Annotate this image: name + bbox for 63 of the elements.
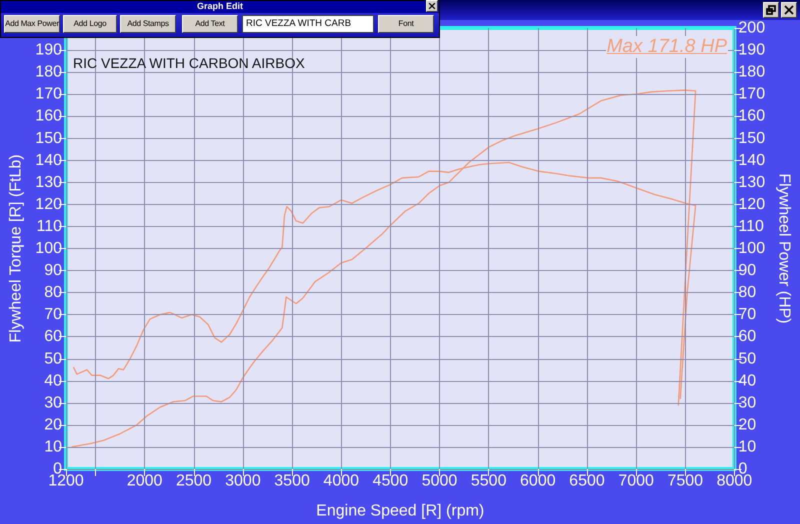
text-field: RIC VEZZA WITH CARB [242, 15, 374, 33]
x-tick-label: 6500 [569, 472, 605, 490]
y-tick-label: 130 [35, 174, 62, 191]
y-tick-label: 10 [44, 438, 62, 456]
x-tick-label: 2500 [176, 472, 212, 490]
y-tick-label: 100 [35, 240, 62, 257]
annotation: Max 171.8 HP [606, 36, 728, 58]
x-tick-label: 4500 [372, 472, 408, 490]
y2-tick-label: 60 [738, 328, 756, 346]
y-tick-label: 110 [36, 218, 62, 235]
y-tick-label: 30 [44, 394, 62, 412]
y2-tick-label: 190 [738, 42, 766, 59]
x-tick-label: 3500 [274, 472, 310, 490]
text: Graph Edit [196, 0, 244, 13]
y2-tick-label: 50 [738, 350, 756, 368]
y2-tick-label: 80 [738, 284, 756, 302]
y-tick-label: 180 [35, 64, 62, 81]
x-tick-label: 5500 [470, 472, 507, 490]
y2-tick-label: 70 [738, 306, 756, 324]
y-tick-label: 50 [44, 350, 62, 368]
y-axis-title: Flywheel Torque [R] (FtLb) [8, 154, 24, 343]
y-tick-label: 80 [44, 284, 62, 302]
y2-tick-label: 200 [738, 20, 766, 36]
text: RIC VEZZA WITH CARBON AIRBOX [73, 55, 306, 71]
x-axis-title: Engine Speed [R] (rpm) [316, 502, 484, 520]
button: Add Stamps [120, 15, 176, 33]
x-tick-label: 6000 [520, 472, 556, 490]
x-tick-label: 7500 [667, 472, 704, 490]
y-tick-label: 120 [35, 196, 62, 213]
y-tick-label: 160 [35, 108, 62, 125]
y2-tick-label: 10 [738, 438, 756, 456]
x-tick-label: 2000 [126, 472, 163, 490]
x-tick-label: 7000 [618, 472, 654, 490]
y-tick-label: 150 [35, 130, 62, 147]
x-tick-label: 5000 [422, 472, 458, 490]
y-tick-label: 140 [35, 152, 62, 169]
y2-tick-label: 30 [738, 394, 756, 412]
y-tick-label: 70 [44, 306, 62, 324]
x-tick-label: 4000 [323, 472, 360, 490]
y2-tick-label: 150 [738, 130, 766, 147]
y-tick-label: 90 [44, 262, 62, 280]
y2-tick-label: 120 [738, 196, 766, 213]
y-tick-label: 60 [44, 328, 62, 346]
y-tick-label: 170 [35, 86, 62, 103]
button: Font [378, 15, 434, 33]
button: Add Text [182, 15, 238, 33]
x-tick-label: 3000 [225, 472, 261, 490]
y2-tick-label: 110 [738, 218, 764, 235]
y2-tick-label: 40 [738, 372, 756, 390]
y2-tick-label: 20 [738, 416, 756, 434]
y2-axis-title: Flywheel Power (HP) [776, 173, 792, 324]
y2-tick-label: 180 [738, 64, 766, 81]
y2-tick-label: 90 [738, 262, 756, 280]
y2-tick-label: 170 [738, 86, 766, 103]
button: Add Max Power [4, 15, 60, 33]
y-tick-label: 190 [35, 42, 62, 59]
y-tick-label: 40 [44, 372, 62, 390]
y-tick-label: 20 [44, 416, 62, 434]
y2-tick-label: 130 [738, 174, 766, 191]
y2-tick-label: 100 [738, 240, 766, 257]
button: Add Logo [63, 15, 117, 33]
y2-tick-label: 160 [738, 108, 766, 125]
y2-tick-label: 140 [738, 152, 766, 169]
